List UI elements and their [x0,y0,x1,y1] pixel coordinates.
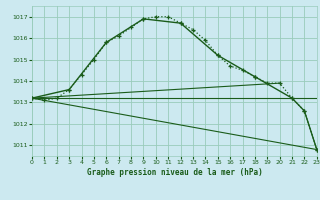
X-axis label: Graphe pression niveau de la mer (hPa): Graphe pression niveau de la mer (hPa) [86,168,262,177]
